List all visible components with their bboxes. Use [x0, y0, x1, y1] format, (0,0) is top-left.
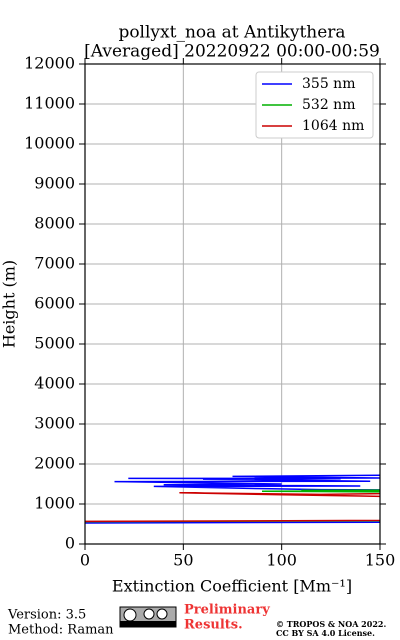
profile-line	[85, 492, 380, 523]
y-tick-label: 3000	[34, 414, 75, 433]
license-badge	[119, 606, 177, 628]
legend-label: 1064 nm	[302, 118, 364, 134]
x-tick-label: 150	[365, 551, 396, 570]
x-tick-label: 0	[80, 551, 90, 570]
x-tick-label: 100	[266, 551, 297, 570]
y-tick-label: 6000	[34, 294, 75, 313]
plot-lines	[85, 474, 380, 524]
copyright: CC BY SA 4.0 License.	[276, 628, 375, 638]
y-tick-label: 11000	[24, 94, 75, 113]
x-axis-label: Extinction Coefficient [Mm⁻¹]	[112, 577, 352, 596]
y-tick-label: 10000	[24, 134, 75, 153]
plot-frame	[84, 63, 381, 545]
y-axis-label: Height (m)	[0, 260, 19, 348]
y-tick-label: 9000	[34, 174, 75, 193]
x-tick-label: 50	[173, 551, 193, 570]
y-tick-label: 8000	[34, 214, 75, 233]
method: Method: Raman	[8, 623, 114, 638]
profile-line	[85, 474, 380, 524]
y-tick-label: 1000	[34, 494, 75, 513]
preliminary-note: Results.	[184, 618, 243, 633]
y-tick-label: 4000	[34, 374, 75, 393]
preliminary-note: Preliminary	[184, 603, 270, 618]
legend-label: 355 nm	[302, 76, 355, 92]
y-tick-label: 2000	[34, 454, 75, 473]
y-tick-label: 0	[65, 534, 75, 553]
legend-box	[255, 71, 374, 139]
copyright: © TROPOS & NOA 2022.	[276, 619, 386, 629]
y-tick-label: 5000	[34, 334, 75, 353]
profile-line	[85, 489, 380, 523]
legend-label: 532 nm	[302, 97, 355, 113]
chart-title: pollyxt_noa at Antikythera	[118, 23, 345, 43]
y-tick-label: 12000	[24, 54, 75, 73]
version: Version: 3.5	[7, 608, 86, 623]
chart-subtitle: [Averaged] 20220922 00:00-00:59	[84, 42, 380, 62]
y-tick-label: 7000	[34, 254, 75, 273]
